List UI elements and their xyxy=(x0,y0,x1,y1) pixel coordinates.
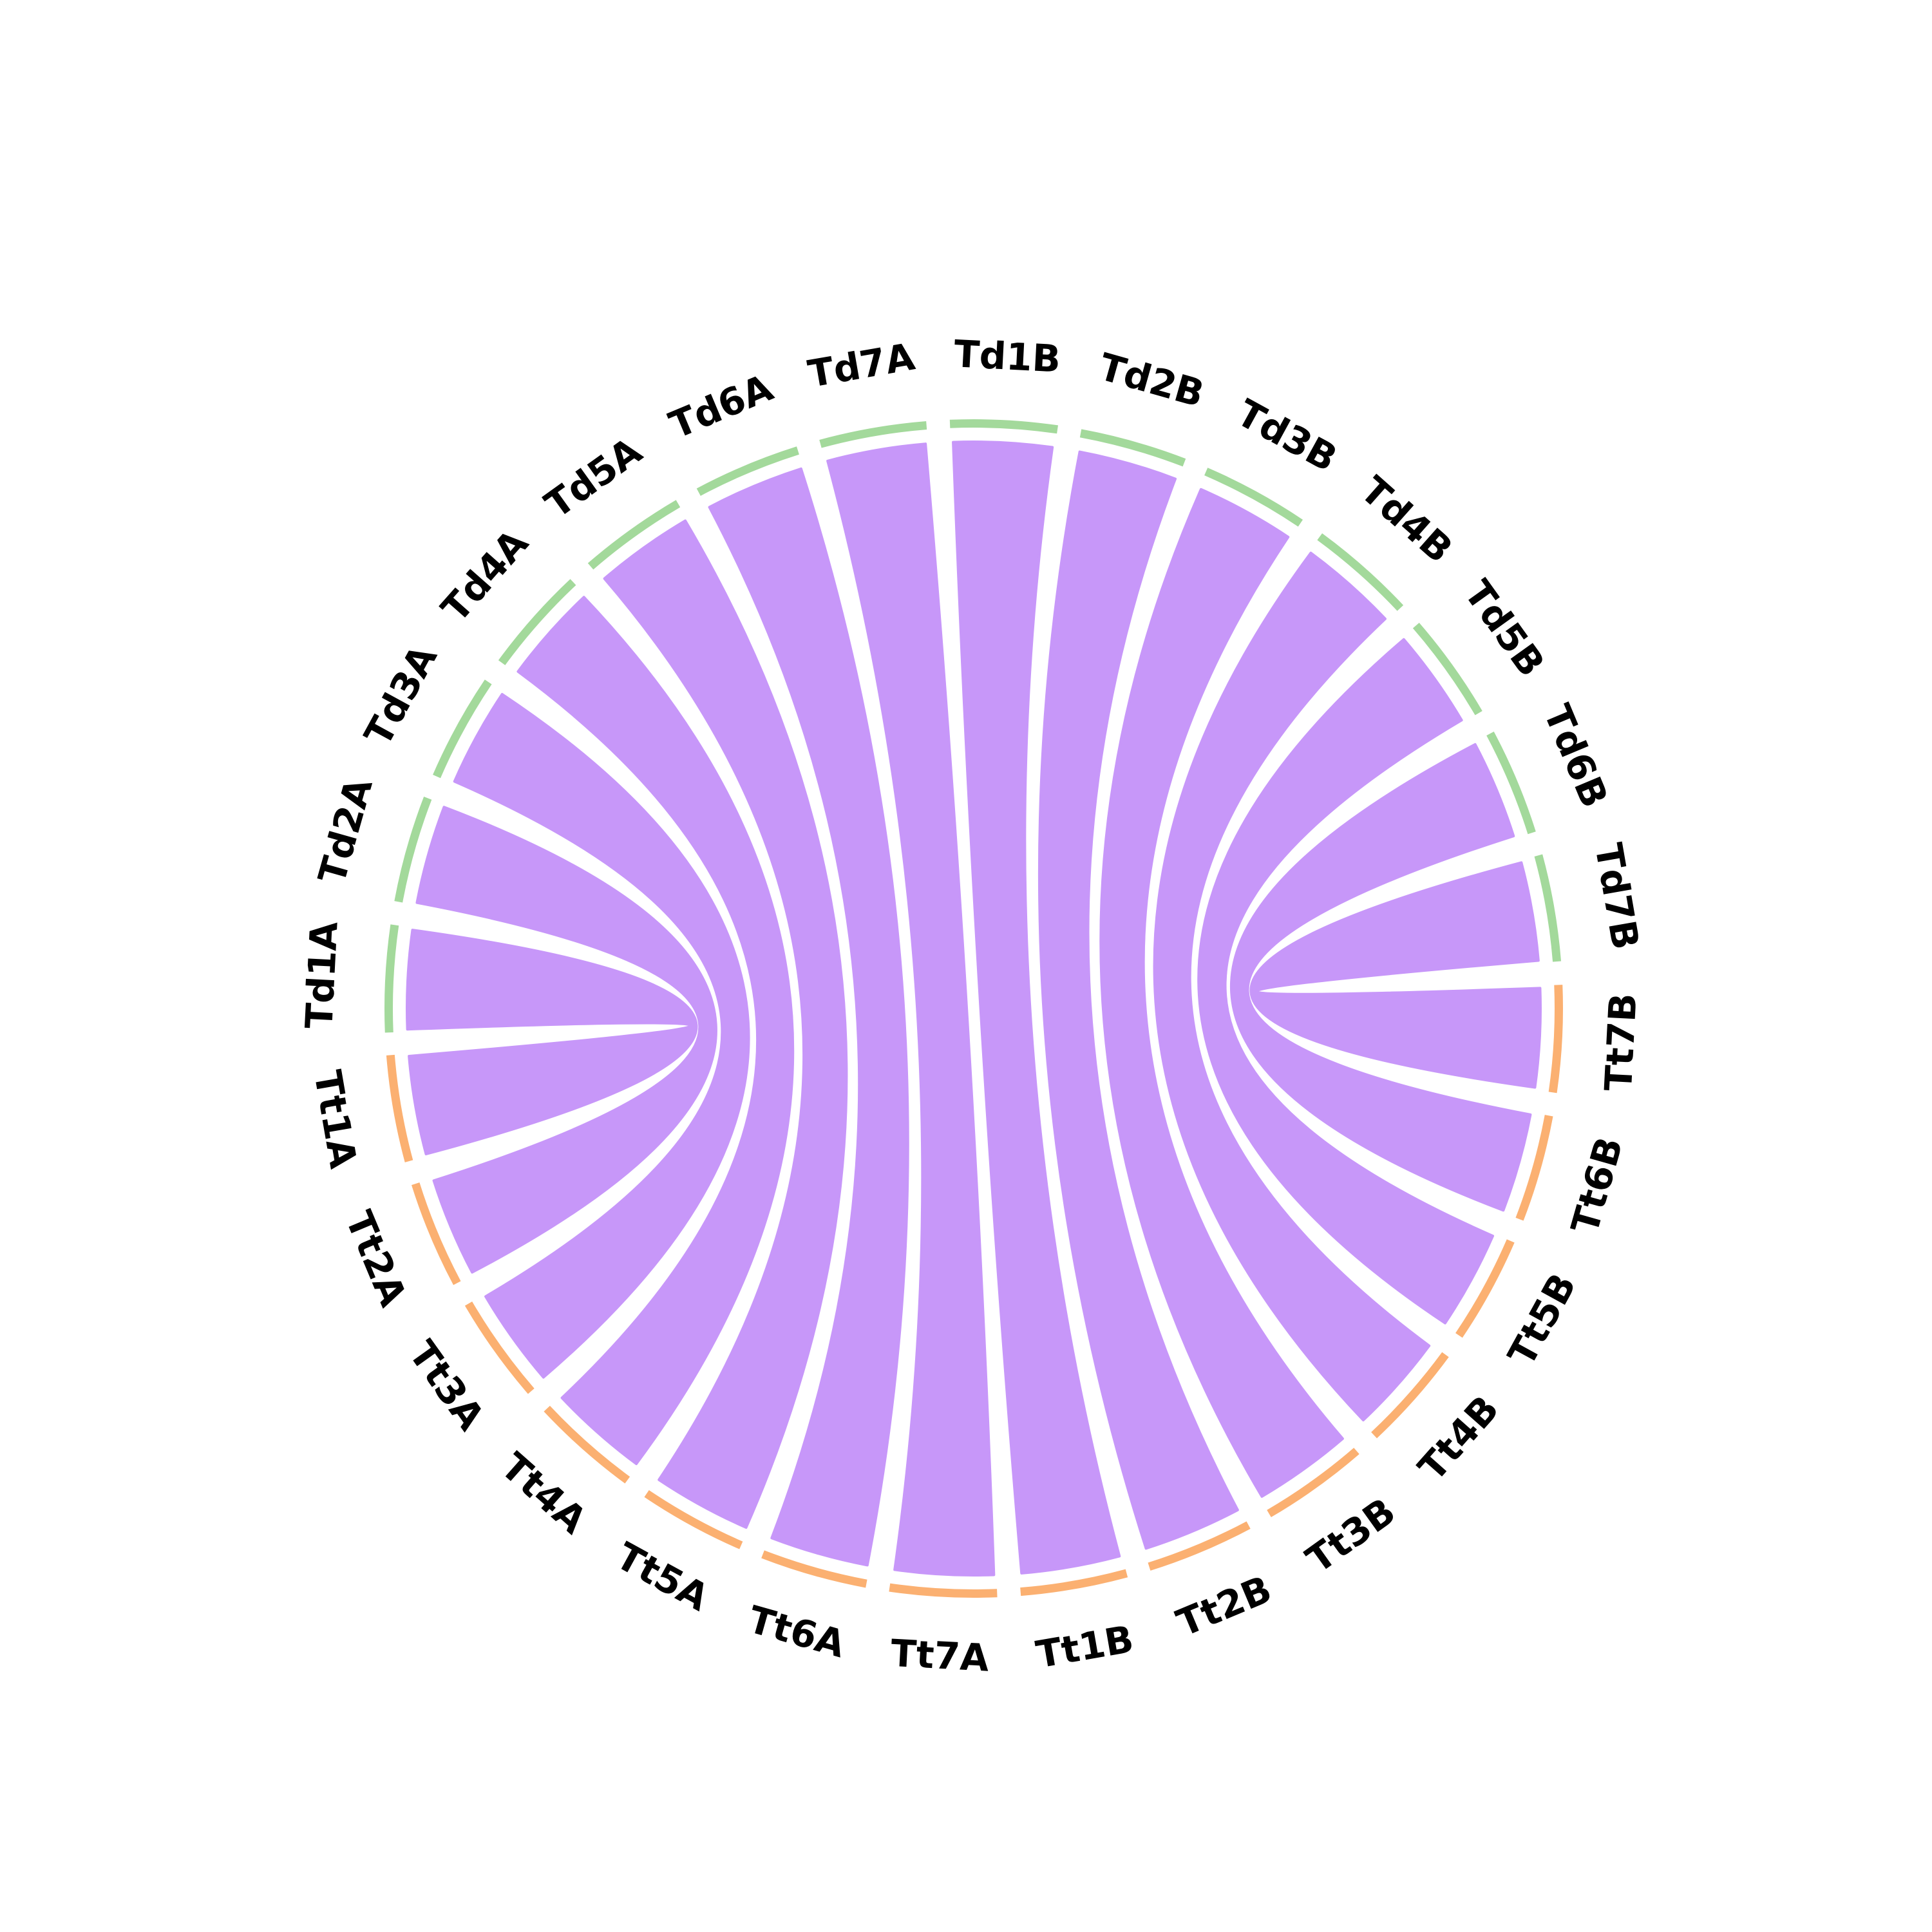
synteny-link-td5b-tt5b xyxy=(1197,638,1495,1325)
chromosome-segment-td1a xyxy=(384,924,399,1033)
synteny-link-td5a-tt5a xyxy=(603,519,848,1529)
chromosome-segment-td4b xyxy=(1317,533,1404,611)
chromosome-segment-td4a xyxy=(498,579,576,665)
synteny-link-td1b-tt1b xyxy=(952,440,1121,1575)
chromosome-segment-tt6a xyxy=(761,1550,867,1588)
synteny-link-td3a-tt3a xyxy=(453,692,750,1379)
synteny-link-td2a-tt2a xyxy=(415,806,717,1274)
chromosome-segment-td2a xyxy=(394,797,432,903)
chromosome-segment-tt7a xyxy=(889,1583,998,1598)
chromosome-segment-td3a xyxy=(433,679,492,779)
chromosome-segment-tt6b xyxy=(1515,1115,1553,1221)
chromosome-segment-tt3b xyxy=(1267,1448,1359,1517)
chromosome-segment-td6b xyxy=(1486,732,1536,835)
synteny-link-td6b-tt6b xyxy=(1230,743,1532,1212)
chromosome-segment-td5b xyxy=(1412,623,1482,715)
chromosome-segment-td5a xyxy=(587,500,681,570)
synteny-link-td7a-tt7a xyxy=(826,442,996,1577)
synteny-link-td2b-tt2b xyxy=(1037,450,1239,1550)
chromosome-segment-td2b xyxy=(1079,429,1186,467)
chromosome-segment-td1b xyxy=(949,419,1058,434)
chromosome-label-td1b: Td1B xyxy=(953,332,1062,381)
synteny-link-td1a-tt1a xyxy=(406,929,698,1155)
chromosome-ideogram xyxy=(384,419,1563,1598)
synteny-link-td4a-tt4a xyxy=(516,596,795,1466)
chromosome-segment-td3b xyxy=(1204,468,1303,527)
synteny-link-td6a-tt6a xyxy=(708,467,909,1567)
chromosome-segment-tt7b xyxy=(1548,985,1563,1094)
synteny-link-td3b-tt3b xyxy=(1099,488,1344,1498)
chromosome-segment-tt5a xyxy=(644,1490,743,1549)
synteny-link-td7b-tt7b xyxy=(1249,861,1542,1089)
chromosome-label-tt7b: Tt7B xyxy=(1596,992,1645,1092)
chromosome-segment-td6a xyxy=(696,446,799,496)
chromosome-segment-tt2a xyxy=(412,1182,461,1285)
chromosome-segment-tt2b xyxy=(1148,1521,1251,1571)
chromosome-segment-td7b xyxy=(1534,854,1562,962)
chromosome-segment-tt4b xyxy=(1371,1352,1449,1439)
chromosome-segment-tt1b xyxy=(1020,1569,1128,1596)
chromosome-label-tt7a: Tt7A xyxy=(890,1631,990,1680)
synteny-link-td4b-tt4b xyxy=(1153,551,1431,1422)
chromosome-segment-tt4a xyxy=(544,1405,630,1484)
chromosome-label-td1a: Td1A xyxy=(297,920,346,1030)
chromosome-segment-tt1a xyxy=(386,1054,413,1162)
chromosome-segment-tt5b xyxy=(1455,1239,1515,1338)
chromosome-segment-td7a xyxy=(819,421,927,448)
chromosome-segment-tt3a xyxy=(464,1301,535,1394)
synteny-links xyxy=(406,440,1542,1577)
